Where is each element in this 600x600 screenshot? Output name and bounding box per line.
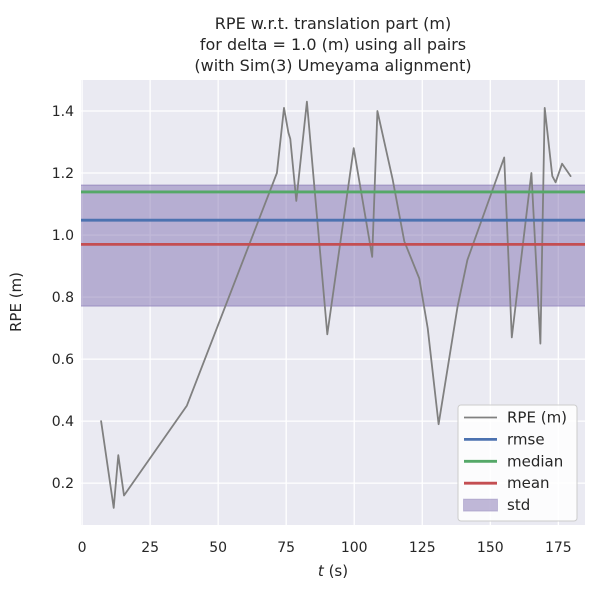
x-tick-label: 175 [545,540,572,556]
y-tick-label: 1.0 [52,228,74,244]
x-tick-label: 150 [477,540,504,556]
x-tick-label: 100 [341,540,368,556]
legend: RPE (m) rmse median mean std [457,404,578,522]
y-tick-label: 0.4 [52,414,74,430]
legend-label-rmse: rmse [507,430,545,448]
y-tick-label: 0.8 [52,290,74,306]
y-tick-labels: 0.2 0.4 0.6 0.8 1.0 1.2 1.4 [52,104,74,492]
y-tick-label: 0.2 [52,476,74,492]
y-tick-label: 1.2 [52,166,74,182]
legend-label-std: std [507,496,530,514]
x-tick-label: 125 [409,540,436,556]
x-tick-label: 75 [277,540,295,556]
x-tick-label: 25 [141,540,159,556]
plot-title-line-2: for delta = 1.0 (m) using all pairs [200,35,466,54]
x-tick-label: 50 [209,540,227,556]
y-tick-label: 0.6 [52,352,74,368]
plot-title-line-1: RPE w.r.t. translation part (m) [215,14,451,33]
stat-lines [81,190,585,246]
y-tick-label: 1.4 [52,104,74,120]
legend-label-rpem: RPE (m) [507,409,567,427]
legend-label-median: median [507,452,563,470]
y-axis-label: RPE (m) [7,272,25,332]
rpe-line [100,100,572,509]
x-axis-label: t (s) [318,562,348,580]
x-tick-labels: 0 25 50 75 100 125 150 175 [78,540,572,556]
plot-title-line-3: (with Sim(3) Umeyama alignment) [194,56,471,75]
x-tick-label: 0 [78,540,87,556]
legend-label-mean: mean [507,474,550,492]
legend-frame [457,404,578,522]
legend-swatch-std [463,498,498,512]
rpe-series [100,100,572,509]
